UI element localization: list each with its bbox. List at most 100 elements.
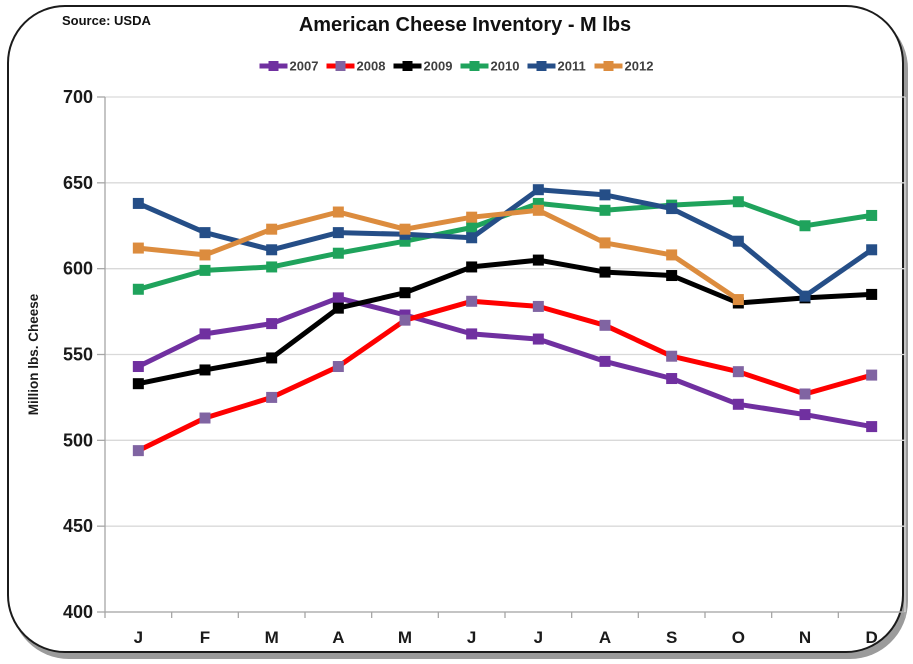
- series-marker-2011: [599, 189, 611, 201]
- series-marker-2011: [332, 227, 344, 239]
- series-marker-2007: [466, 328, 478, 340]
- series-marker-2010: [866, 209, 878, 221]
- series-marker-2010: [266, 261, 278, 273]
- series-marker-2012: [466, 211, 478, 223]
- legend-swatch-marker-2008: [335, 61, 346, 71]
- x-axis-tick-label: J: [534, 628, 543, 647]
- series-marker-2009: [399, 287, 411, 299]
- series-marker-2010: [466, 221, 478, 233]
- series-marker-2010: [132, 283, 144, 295]
- series-marker-2008: [466, 295, 478, 307]
- y-axis-tick-label: 450: [63, 516, 93, 536]
- series-line-2007: [135, 295, 875, 430]
- series-line-2011: [135, 187, 875, 299]
- series-marker-2007: [866, 421, 878, 433]
- series-marker-2009: [466, 261, 478, 273]
- series-marker-2012: [532, 204, 544, 216]
- series-line-2008: [135, 298, 875, 454]
- x-axis-tick-label: M: [265, 628, 279, 647]
- legend-swatch-marker-2011: [536, 61, 547, 71]
- x-axis-tick-label: O: [732, 628, 745, 647]
- series-marker-2007: [666, 373, 678, 385]
- series-marker-2009: [266, 352, 278, 364]
- series-line-2012: [135, 207, 741, 303]
- legend-swatch-marker-2007: [268, 61, 279, 71]
- series-marker-2008: [132, 445, 144, 457]
- y-axis-tick-label: 700: [63, 87, 93, 107]
- y-axis-tick-label: 550: [63, 345, 93, 365]
- series-marker-2008: [799, 388, 811, 400]
- chart-title: American Cheese Inventory - M lbs: [298, 14, 632, 36]
- x-axis-tick-label: S: [666, 628, 677, 647]
- series-marker-2011: [466, 232, 478, 244]
- series-marker-2011: [532, 184, 544, 196]
- y-axis-title: Million lbs. Cheese: [26, 293, 41, 415]
- series-marker-2011: [132, 197, 144, 209]
- series-line-2009: [135, 257, 875, 387]
- x-axis-tick-label: A: [599, 628, 611, 647]
- series-marker-2011: [199, 227, 211, 239]
- series-marker-2012: [399, 223, 411, 235]
- series-marker-2009: [599, 266, 611, 278]
- series-marker-2011: [866, 244, 878, 256]
- series-marker-2011: [666, 203, 678, 215]
- series-marker-2010: [799, 220, 811, 232]
- legend-swatch-marker-2012: [603, 61, 614, 71]
- series-marker-2010: [732, 196, 744, 208]
- y-axis-tick-label: 600: [63, 259, 93, 279]
- x-axis-tick-label: A: [332, 628, 344, 647]
- series-marker-2008: [532, 300, 544, 312]
- series-marker-2009: [199, 364, 211, 376]
- series-marker-2012: [199, 249, 211, 261]
- x-axis-tick-label: F: [200, 628, 210, 647]
- series-marker-2011: [732, 235, 744, 247]
- series-marker-2007: [132, 361, 144, 373]
- x-axis-tick-label: J: [467, 628, 476, 647]
- x-axis-tick-label: N: [799, 628, 811, 647]
- series-marker-2007: [332, 292, 344, 304]
- series-marker-2012: [666, 249, 678, 261]
- series-marker-2007: [799, 409, 811, 421]
- series-marker-2008: [666, 350, 678, 362]
- series-marker-2008: [866, 369, 878, 381]
- series-marker-2009: [132, 378, 144, 390]
- x-axis-tick-label: M: [398, 628, 412, 647]
- series-marker-2007: [732, 398, 744, 410]
- series-marker-2008: [599, 319, 611, 331]
- legend-label-2010: 2010: [491, 59, 520, 74]
- series-marker-2011: [799, 290, 811, 302]
- series-marker-2009: [666, 270, 678, 282]
- y-axis-tick-label: 500: [63, 430, 93, 450]
- y-axis-tick-label: 650: [63, 173, 93, 193]
- series-marker-2011: [266, 244, 278, 256]
- series-marker-2012: [332, 206, 344, 218]
- x-axis-tick-label: D: [866, 628, 878, 647]
- legend-label-2008: 2008: [357, 59, 386, 74]
- series-marker-2009: [532, 254, 544, 266]
- series-marker-2009: [332, 302, 344, 314]
- legend-label-2007: 2007: [290, 59, 319, 74]
- legend-label-2011: 2011: [558, 59, 586, 74]
- series-marker-2007: [532, 333, 544, 345]
- series-marker-2008: [199, 412, 211, 424]
- series-marker-2012: [132, 242, 144, 254]
- legend-label-2009: 2009: [424, 59, 453, 74]
- series-marker-2007: [199, 328, 211, 340]
- series-marker-2012: [599, 237, 611, 249]
- series-marker-2008: [332, 361, 344, 373]
- y-axis-tick-label: 400: [63, 602, 93, 622]
- legend-swatch-marker-2010: [469, 61, 480, 71]
- series-marker-2012: [732, 294, 744, 306]
- series-marker-2012: [266, 223, 278, 235]
- series-marker-2008: [266, 391, 278, 403]
- series-marker-2007: [599, 355, 611, 367]
- series-marker-2010: [399, 235, 411, 247]
- series-marker-2009: [866, 288, 878, 300]
- series-marker-2008: [399, 314, 411, 326]
- series-marker-2008: [732, 366, 744, 378]
- legend-label-2012: 2012: [625, 59, 654, 74]
- series-marker-2007: [266, 318, 278, 330]
- series-marker-2010: [532, 197, 544, 209]
- series-marker-2010: [199, 264, 211, 276]
